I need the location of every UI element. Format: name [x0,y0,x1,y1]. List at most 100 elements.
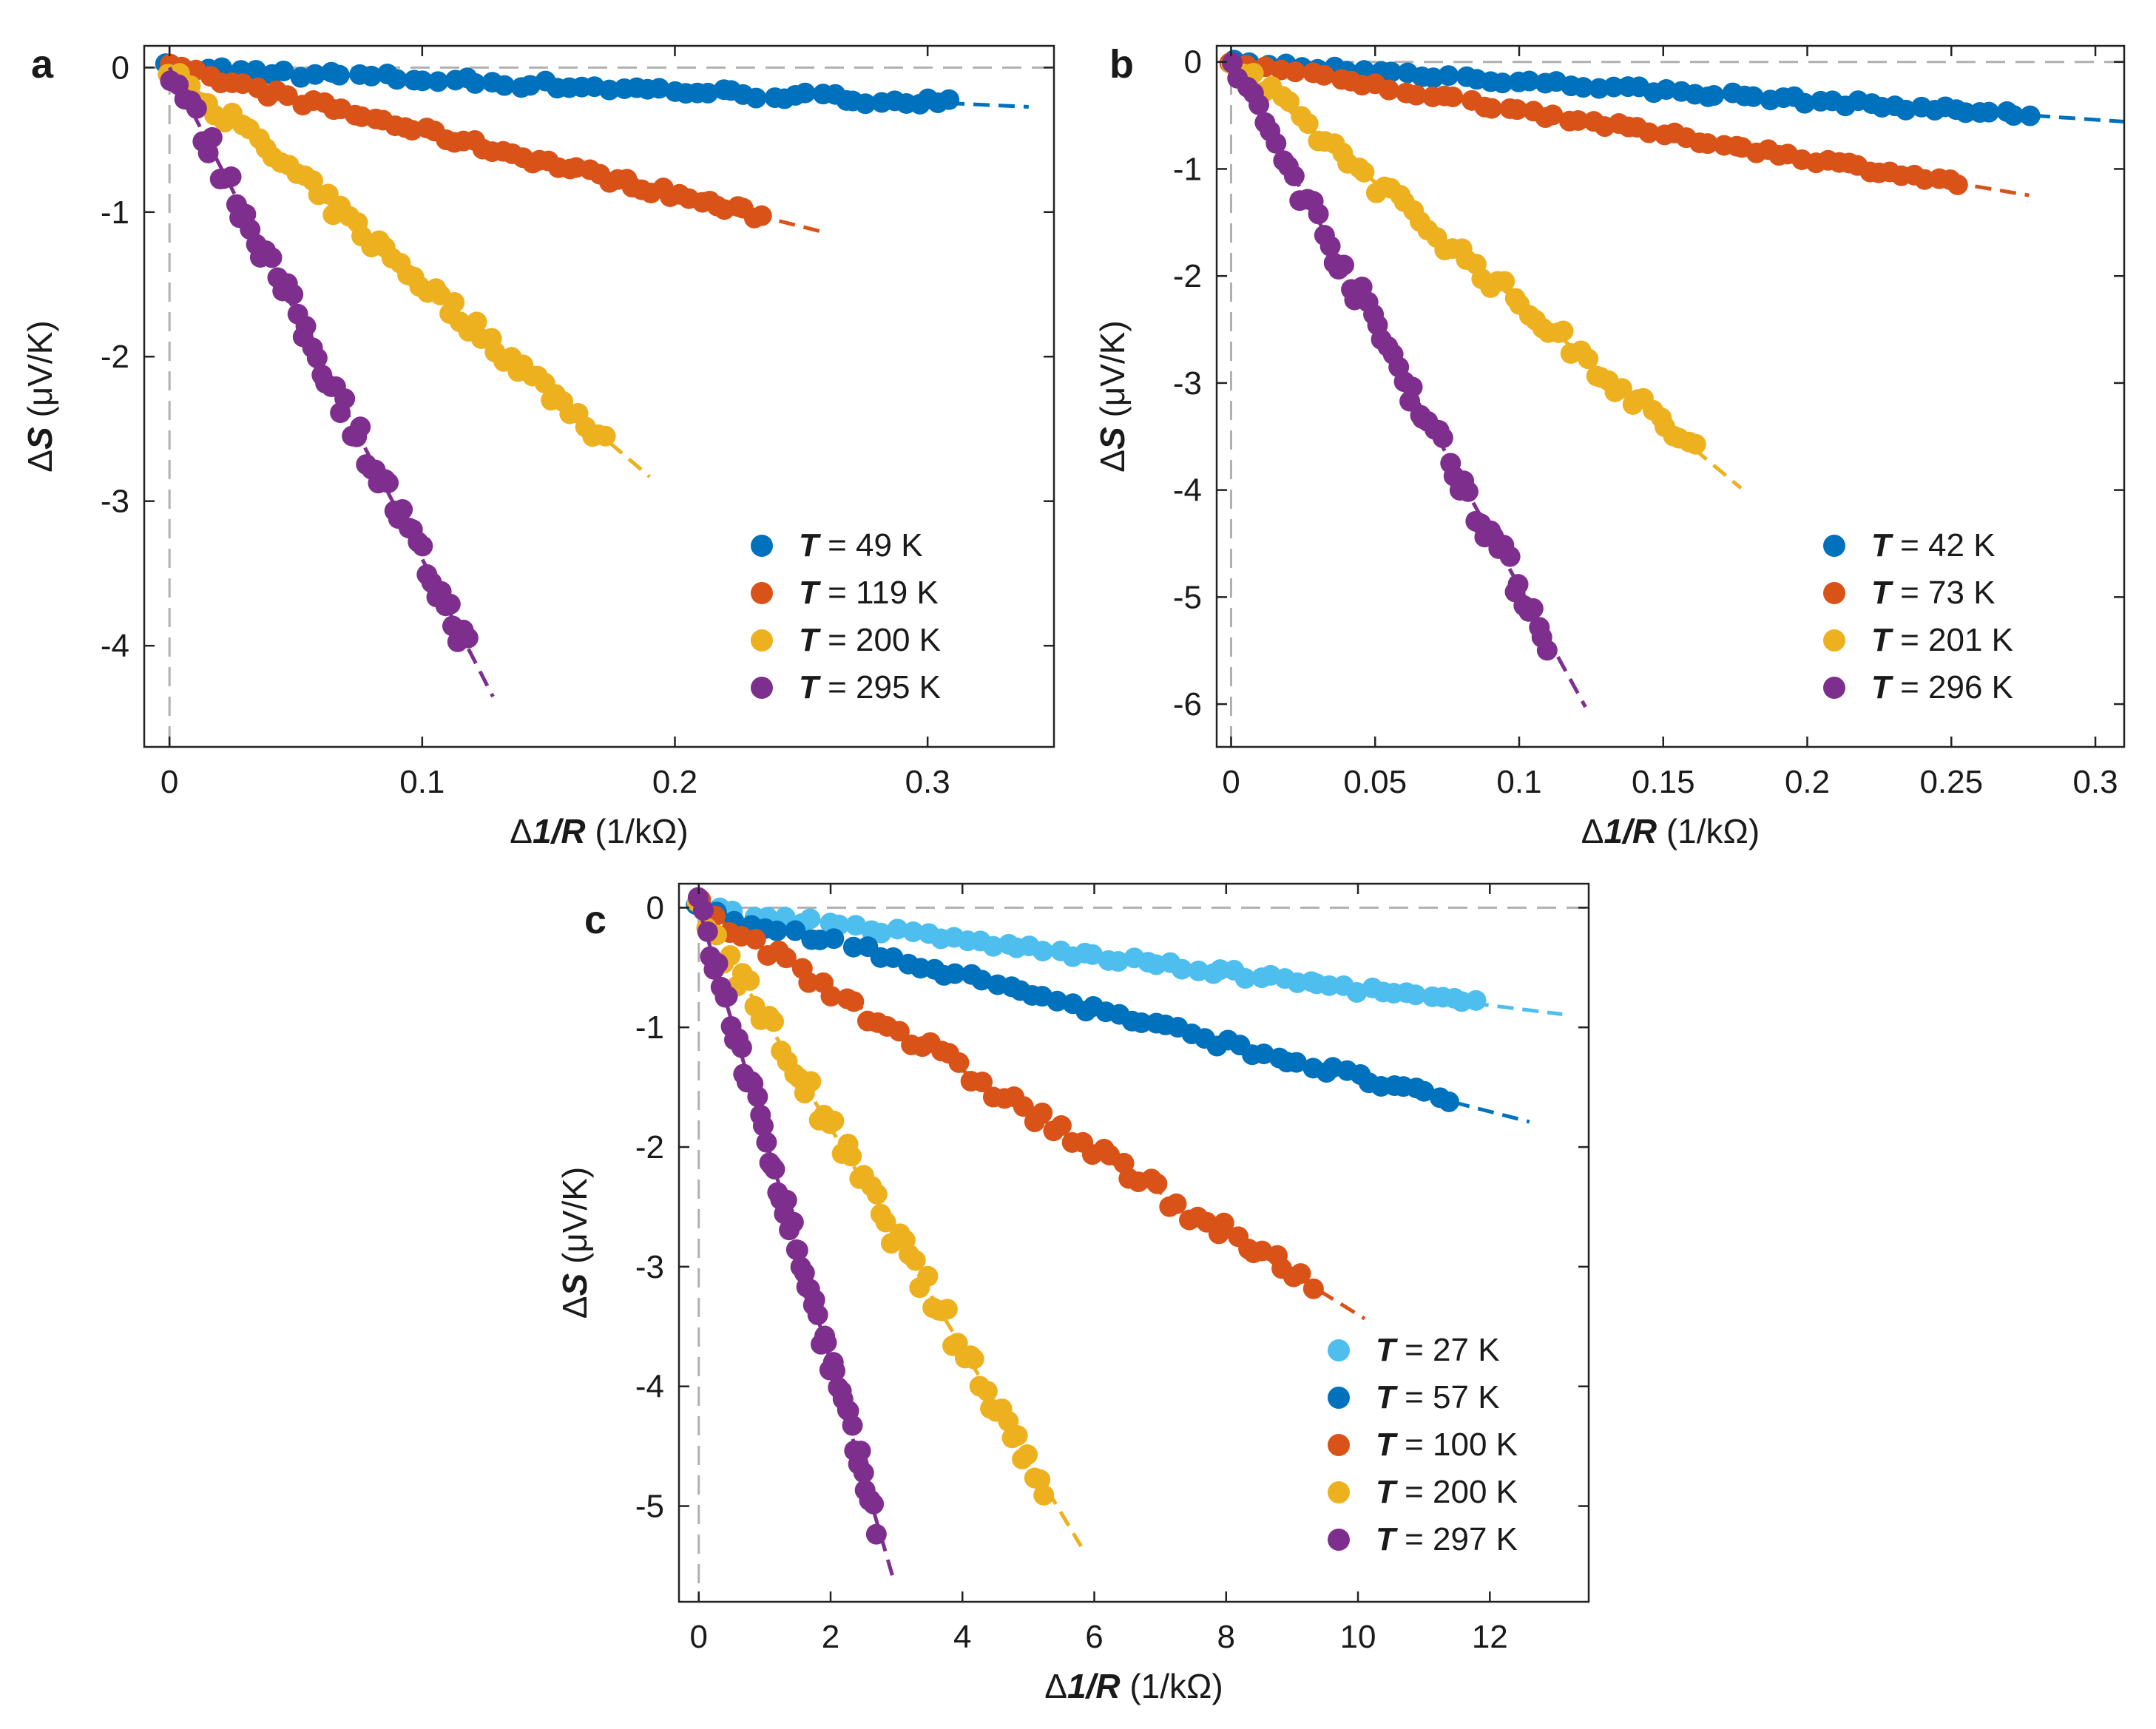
legend-entry: T = 119 K [799,575,939,611]
x-label-bold: 1/R [533,812,586,850]
data-point [1536,640,1558,661]
data-point [277,85,298,106]
data-point [766,920,788,941]
y-tick-label: -1 [101,194,129,231]
legend-label: = 27 K [1396,1332,1500,1368]
x-tick-label: 0 [160,764,178,800]
data-point [1438,65,1459,87]
plot-area [686,887,1563,1580]
y-label-unit: (μV/K) [21,320,59,427]
series-3 [686,891,1083,1548]
panel-label: c [584,898,606,942]
data-point [1572,77,1594,98]
series-2 [1220,53,1743,490]
x-tick-label: 0.05 [1343,764,1407,800]
legend-entry: T = 297 K [1376,1521,1518,1557]
data-point [1518,70,1540,92]
legend-entry: T = 200 K [799,622,941,658]
x-tick-label: 0.1 [399,764,445,800]
legend-label: = 119 K [819,575,939,611]
y-tick-label: 0 [1184,44,1202,81]
data-point [823,928,845,950]
data-point [982,935,1004,957]
data-point [692,899,714,921]
data-point [1278,91,1300,112]
legend-entry: T = 201 K [1871,622,2013,658]
legend-entry: T = 100 K [1376,1427,1518,1463]
data-point [1314,64,1335,86]
data-point [378,472,399,493]
data-point [905,1250,926,1271]
y-axis-label: ΔS (μV/K) [21,320,59,473]
data-point [1638,122,1660,143]
y-tick-label: -3 [635,1249,664,1285]
data-point [1432,427,1453,449]
legend-label: = 57 K [1396,1379,1500,1415]
x-label-prefix: Δ [510,812,533,850]
legend-marker [1328,1481,1350,1503]
legend-marker [1823,535,1845,557]
data-point [392,498,413,520]
fit-line [697,906,1366,1321]
series-4 [687,887,896,1580]
y-tick-label: 0 [646,890,664,926]
legend-marker [1823,629,1845,652]
data-point [936,1299,958,1320]
legend: T = 42 KT = 73 KT = 201 KT = 296 K [1823,527,2013,706]
legend-var: T [1871,575,1893,611]
data-point [305,64,326,85]
y-tick-label: -3 [101,484,129,520]
data-point [1567,109,1589,131]
data-point [1743,86,1764,107]
data-point [466,311,487,333]
data-point [1697,133,1718,155]
y-label-unit: (μV/K) [1093,320,1132,427]
legend-var: T [1376,1332,1398,1368]
legend-label: = 100 K [1396,1427,1518,1463]
y-tick-label: -3 [1173,365,1202,402]
x-tick-label: 8 [1217,1619,1235,1655]
legend-marker [1328,1434,1350,1456]
y-label-unit: (μV/K) [555,1167,594,1273]
legend-marker [1328,1387,1350,1409]
fit-line [697,907,896,1580]
legend-marker [1823,677,1845,699]
axes-box [143,44,1055,748]
data-point [1047,990,1068,1012]
data-point [1492,72,1513,94]
panel-label: a [31,42,54,87]
data-point [717,986,738,1007]
y-tick-label: -2 [635,1129,664,1165]
fit-line [1231,60,2030,197]
data-point [1552,320,1574,342]
data-point [697,921,718,942]
data-point [1914,169,1936,190]
fit-line [1229,61,1587,708]
data-point [776,1189,797,1211]
legend-var: T [799,622,821,658]
x-label-prefix: Δ [1581,812,1604,850]
y-label-bold: S [1093,427,1132,450]
data-point [1248,94,1270,115]
data-point [963,1348,984,1370]
x-label-bold: 1/R [1067,1667,1121,1705]
plot-area [155,53,1029,698]
x-tick-label: 0 [689,1619,707,1655]
data-point [186,98,207,119]
data-point [220,166,242,188]
x-tick-label: 0 [1222,764,1240,800]
x-label-unit: (1/kΩ) [586,812,689,850]
legend-var: T [1376,1474,1398,1510]
x-tick-label: 0.1 [1496,764,1541,800]
y-label-prefix: Δ [21,450,59,473]
series-2 [158,63,651,478]
data-point [1442,87,1464,108]
y-tick-label: -4 [101,628,129,664]
data-point [948,1052,970,1073]
legend-var: T [1376,1427,1398,1463]
legend-entry: T = 295 K [799,669,941,706]
series-3 [160,67,495,698]
panel-label: b [1109,42,1134,87]
y-tick-label: -2 [1173,258,1202,294]
